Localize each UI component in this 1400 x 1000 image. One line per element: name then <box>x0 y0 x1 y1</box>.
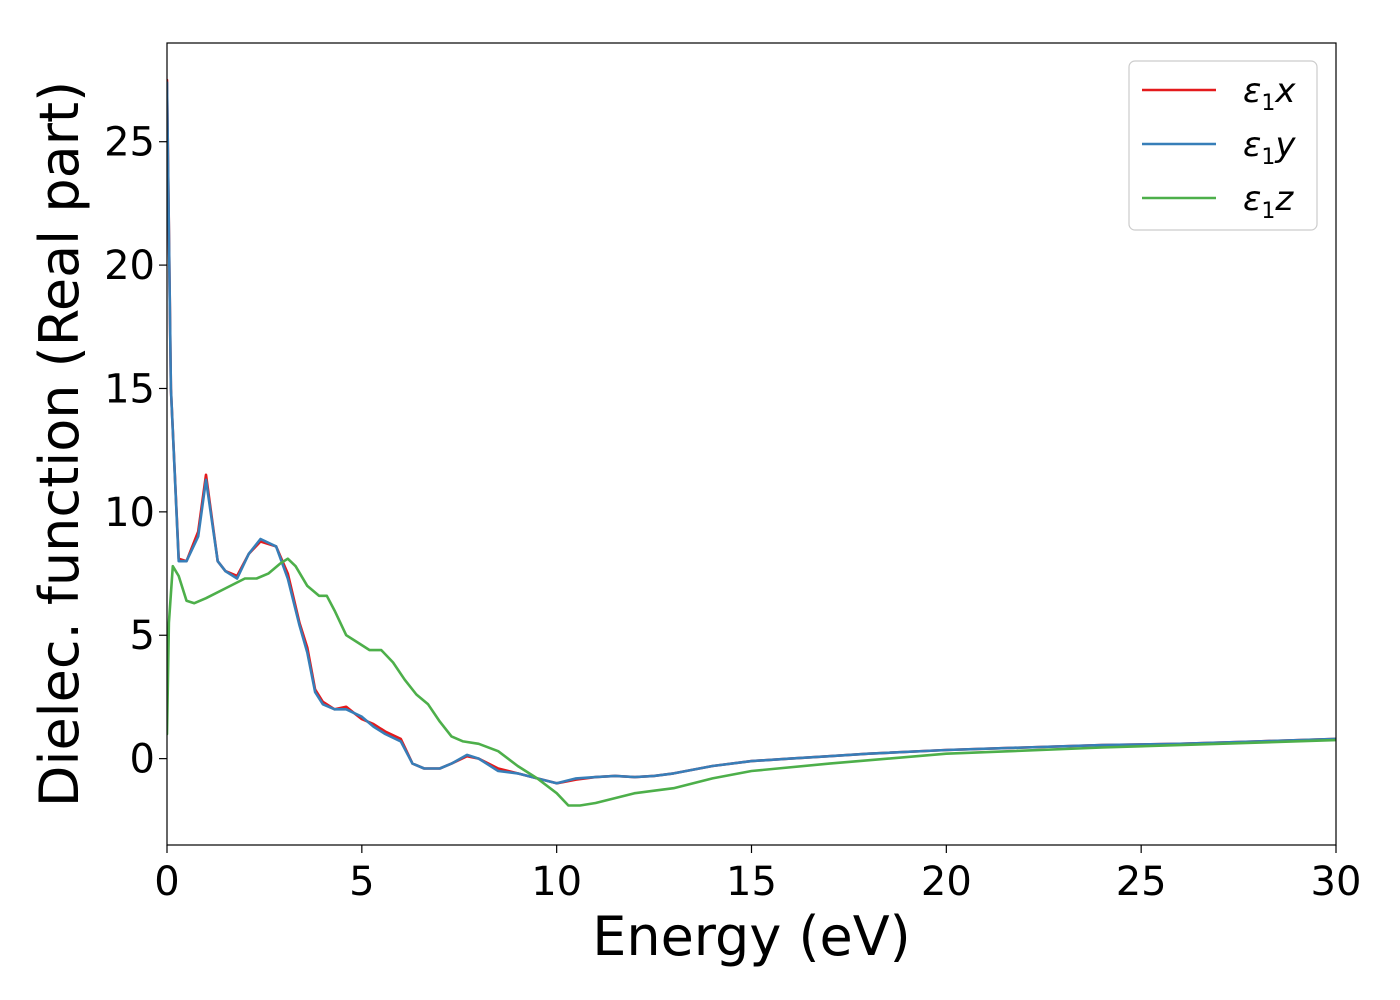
y-axis-label: Dielec. function (Real part) <box>28 81 91 807</box>
y-tick-label: 10 <box>104 490 155 536</box>
x-tick-label: 15 <box>726 859 777 905</box>
x-tick-label: 25 <box>1116 859 1167 905</box>
y-tick-label: 0 <box>130 737 155 783</box>
x-axis: 0 5 10 15 20 25 30 <box>154 845 1361 905</box>
x-tick-label: 5 <box>349 859 374 905</box>
y-tick-label: 5 <box>130 613 155 659</box>
legend-label: ε1y <box>1243 125 1296 170</box>
x-tick-label: 10 <box>531 859 582 905</box>
y-tick-label: 20 <box>104 243 155 289</box>
series-line-z <box>167 557 1336 807</box>
y-tick-label: 15 <box>104 366 155 412</box>
legend-box <box>1128 60 1318 231</box>
legend: ε1x ε1y ε1z <box>1128 60 1318 231</box>
legend-item-y: ε1y <box>1142 125 1296 170</box>
x-tick-label: 0 <box>154 859 179 905</box>
legend-label: ε1z <box>1243 179 1294 224</box>
legend-label: ε1x <box>1243 71 1296 116</box>
legend-item-x: ε1x <box>1142 71 1296 116</box>
y-tick-label: 25 <box>104 120 155 166</box>
legend-item-z: ε1z <box>1142 179 1294 224</box>
x-tick-label: 20 <box>921 859 972 905</box>
plot-lines <box>167 78 1336 807</box>
y-axis: 0 5 10 15 20 25 <box>104 120 167 783</box>
series-line-y <box>167 81 1336 785</box>
x-tick-label: 30 <box>1311 859 1362 905</box>
x-axis-label: Energy (eV) <box>592 905 911 968</box>
